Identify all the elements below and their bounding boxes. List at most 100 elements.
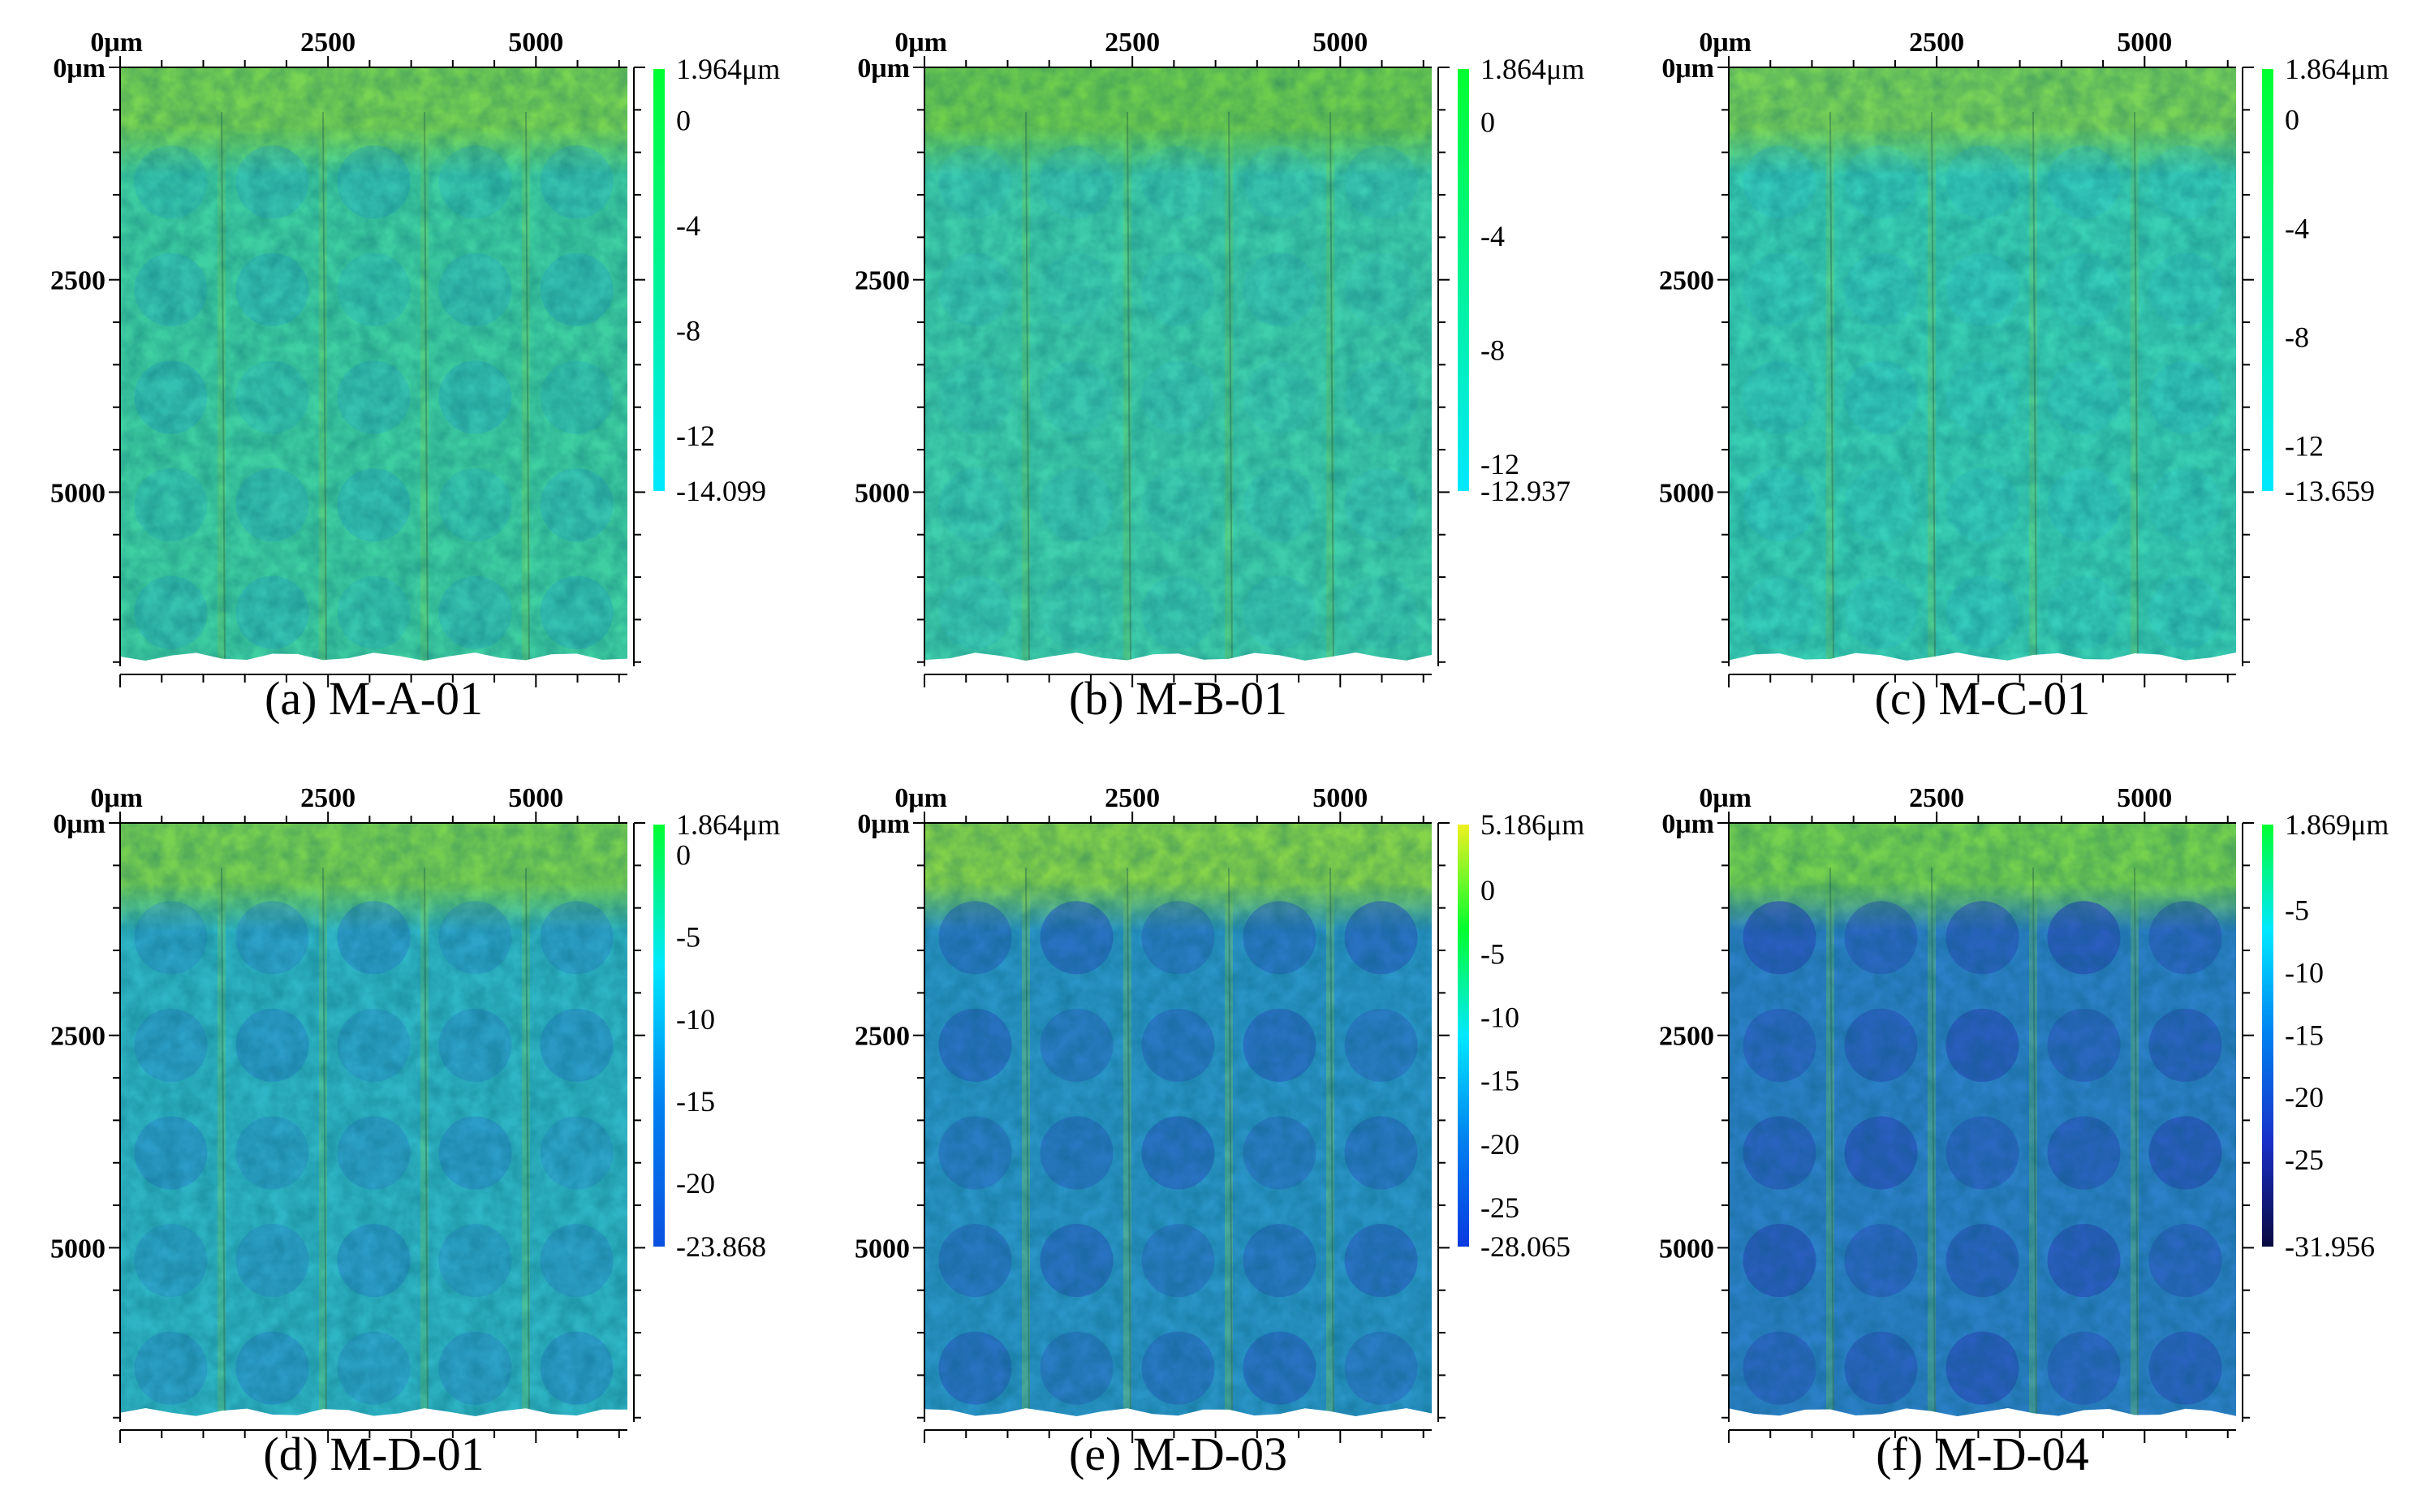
colorbar [2262,69,2273,491]
surface-texture [120,67,627,661]
colorbar-label: 1.864μm [2285,53,2389,85]
panel-caption: (f) M-D-04 [1876,1428,2089,1480]
colorbar-label: 0 [676,105,691,137]
y-tick-label: 0μm [857,54,910,84]
panel-d: 0μm 2500 5000 0μm 2500 5000 1.864μm 0 -5 -10 -15 -2… [0,756,804,1511]
colorbar [653,825,665,1247]
colorbar-label: -12.937 [1480,475,1571,507]
panel-svg-e: 0μm 2500 5000 0μm 2500 5000 5.186μm 0 -5 -10 -15 -2… [855,783,1584,1480]
surface-map-d [120,823,627,1416]
colorbar-label: -15 [1480,1065,1519,1097]
colorbar-label: -13.659 [2285,475,2375,507]
x-tick-label: 2500 [1909,28,1964,58]
x-tick-label: 2500 [1105,783,1160,813]
x-tick-label: 0μm [90,28,143,58]
colorbar-label: 0 [676,839,691,872]
x-tick-label: 2500 [300,28,355,58]
panel-caption: (d) M-D-01 [263,1428,484,1480]
colorbar-label: 1.864μm [1480,53,1584,85]
surface-texture [924,823,1432,1416]
y-tick-label: 2500 [50,1022,106,1052]
colorbar-label: -25 [2285,1144,2324,1176]
x-tick-label: 0μm [894,783,947,813]
panel-b: 0μm 2500 5000 0μm 2500 5000 1.864μm 0 -4 -8 -12 -12… [804,0,1609,756]
surface-texture [924,67,1432,661]
colorbar-label: -20 [676,1167,715,1200]
colorbar-label: 0 [1480,874,1495,907]
x-tick-label: 0μm [1699,783,1752,813]
panel-e: 0μm 2500 5000 0μm 2500 5000 5.186μm 0 -5 -10 -15 -2… [804,756,1609,1511]
y-tick-label: 2500 [50,266,106,296]
surface-texture [1729,67,2236,661]
x-tick-label: 5000 [508,783,563,813]
colorbar-label: -12 [2285,429,2324,462]
surface-map-c [1729,67,2236,661]
panel-svg-f: 0μm 2500 5000 0μm 2500 5000 1.869μm -5 -10 -15 -20… [1659,783,2389,1480]
colorbar [653,69,665,491]
x-tick-label: 5000 [2117,28,2172,58]
y-tick-label: 5000 [855,478,910,508]
panel-f: 0μm 2500 5000 0μm 2500 5000 1.869μm -5 -10 -15 -20… [1609,756,2413,1511]
colorbar-label: -4 [2285,212,2309,244]
x-tick-label: 2500 [1909,783,1964,813]
colorbar-label: -4 [676,209,700,242]
y-tick-label: 5000 [50,478,106,508]
colorbar-label: 1.864μm [676,808,780,841]
panel-caption: (a) M-A-01 [265,672,483,725]
panel-svg-b: 0μm 2500 5000 0μm 2500 5000 1.864μm 0 -4 -8 -12-12… [855,28,1584,725]
colorbar-label: -23.868 [676,1230,766,1263]
surface-map-b [924,67,1432,661]
colorbar-label: 1.964μm [676,53,780,85]
x-tick-label: 0μm [894,28,947,58]
colorbar-label: -20 [1480,1128,1519,1161]
y-tick-label: 5000 [855,1234,910,1264]
x-tick-label: 0μm [90,783,143,813]
y-tick-label: 2500 [855,266,910,296]
panel-svg-c: 0μm 2500 5000 0μm 2500 5000 1.864μm 0 -4 -8 -12 -13… [1659,28,2389,725]
colorbar-label: -8 [1480,334,1505,367]
colorbar [1458,825,1469,1247]
x-tick-label: 2500 [300,783,355,813]
colorbar-label: -5 [2285,894,2309,927]
y-tick-label: 2500 [1659,1022,1714,1052]
colorbar [1458,69,1469,491]
colorbar-label: -15 [676,1085,715,1118]
surface-texture [120,823,627,1416]
y-tick-label: 5000 [1659,478,1714,508]
x-tick-label: 0μm [1699,28,1752,58]
y-tick-label: 5000 [50,1234,106,1264]
x-tick-label: 2500 [1105,28,1160,58]
x-tick-label: 5000 [1312,28,1368,58]
colorbar-label: -5 [676,921,700,954]
colorbar-label: -31.956 [2285,1230,2375,1263]
surface-map-f [1729,823,2236,1416]
panel-caption: (e) M-D-03 [1069,1428,1287,1480]
colorbar-label: -4 [1480,220,1505,252]
surface-map-a [120,67,627,661]
colorbar-label: -12 [1480,448,1519,480]
colorbar-label: -15 [2285,1019,2324,1051]
colorbar-label: -10 [1480,1001,1519,1033]
surface-texture [1729,823,2236,1416]
colorbar-label: 5.186μm [1480,808,1584,841]
colorbar-label: 0 [2285,103,2299,136]
colorbar-label: -12 [676,420,715,452]
colorbar-label: -10 [676,1003,715,1036]
y-tick-label: 0μm [1661,54,1714,84]
surface-map-e [924,823,1432,1416]
y-tick-label: 0μm [1661,809,1714,839]
x-tick-label: 5000 [2117,783,2172,813]
y-tick-label: 2500 [855,1022,910,1052]
x-tick-label: 5000 [1312,783,1368,813]
colorbar-label: -14.099 [676,475,766,507]
colorbar-label: -10 [2285,956,2324,989]
y-tick-label: 0μm [857,809,910,839]
colorbar-label: -28.065 [1480,1230,1571,1263]
panel-a: 0μm 2500 5000 0μm 2500 5000 1.964μm 0 -4 -8 -12 -14… [0,0,804,756]
colorbar [2262,825,2273,1247]
colorbar-label: 0 [1480,106,1495,138]
colorbar-label: 1.869μm [2285,808,2389,841]
colorbar-label: -5 [1480,937,1505,970]
x-tick-label: 5000 [508,28,563,58]
panel-caption: (c) M-C-01 [1875,672,2091,725]
